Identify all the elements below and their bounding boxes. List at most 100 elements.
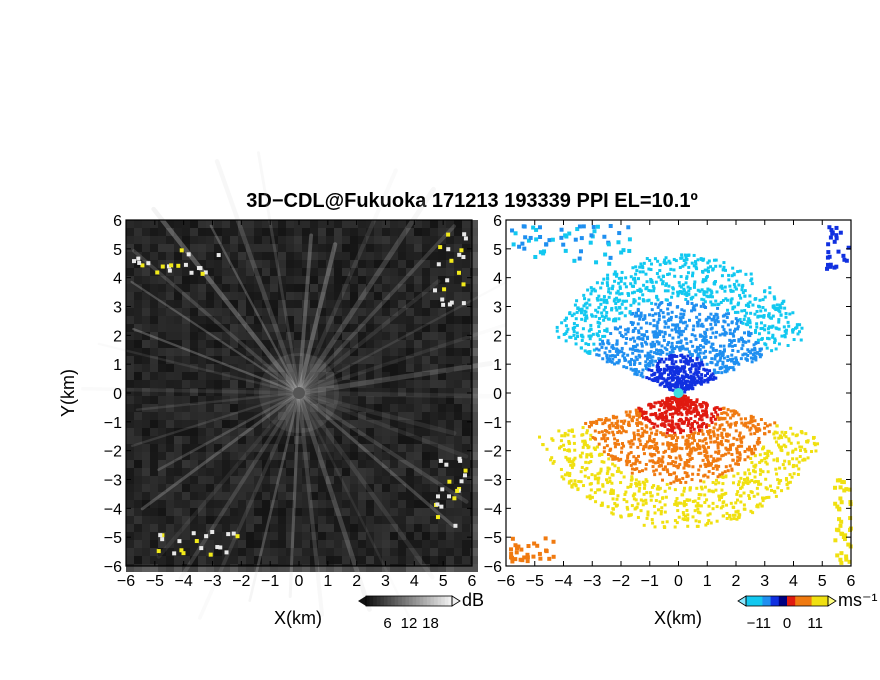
reflectivity-cell <box>342 236 350 244</box>
velocity-pixel <box>758 502 762 506</box>
velocity-pixel <box>610 421 614 425</box>
reflectivity-cell <box>230 532 238 540</box>
reflectivity-beam <box>131 391 301 448</box>
velocity-pixel <box>641 447 645 451</box>
reflectivity-cell <box>414 484 422 492</box>
reflectivity-cell <box>382 412 390 420</box>
reflectivity-cell <box>342 452 350 460</box>
reflectivity-cell <box>278 500 286 508</box>
reflectivity-cell <box>390 316 398 324</box>
reflectivity-cell <box>406 276 414 284</box>
reflectivity-cell <box>150 332 158 340</box>
velocity-pixel <box>672 443 676 447</box>
velocity-pixel <box>665 431 669 435</box>
reflectivity-cell <box>198 564 206 572</box>
reflectivity-cell <box>174 412 182 420</box>
reflectivity-cell <box>438 380 446 388</box>
velocity-pixel <box>709 295 713 299</box>
reflectivity-cell <box>142 508 150 516</box>
velocity-pixel <box>622 429 626 433</box>
reflectivity-cell <box>358 412 366 420</box>
velocity-pixel <box>629 363 633 367</box>
velocity-pixel <box>720 431 724 435</box>
reflectivity-cell <box>214 388 222 396</box>
reflectivity-cell <box>150 412 158 420</box>
velocity-pixel <box>589 286 593 290</box>
reflectivity-cell <box>286 292 294 300</box>
velocity-pixel <box>736 472 740 476</box>
velocity-pixel <box>682 259 686 263</box>
velocity-pixel <box>610 481 614 485</box>
velocity-pixel <box>663 346 667 350</box>
reflectivity-cell <box>454 228 462 236</box>
reflectivity-cell <box>342 340 350 348</box>
reflectivity-cell <box>182 300 190 308</box>
velocity-pixel <box>746 353 750 357</box>
velocity-pixel <box>621 335 625 339</box>
velocity-pixel <box>656 349 660 353</box>
velocity-pixel <box>575 299 579 303</box>
velocity-pixel <box>717 481 721 485</box>
velocity-pixel <box>694 364 698 368</box>
velocity-pixel <box>731 332 735 336</box>
velocity-pixel <box>624 430 628 434</box>
velocity-pixel <box>600 345 604 349</box>
velocity-pixel <box>639 311 643 315</box>
velocity-pixel <box>647 355 651 359</box>
velocity-pixel <box>631 351 635 355</box>
velocity-pixel <box>684 281 688 285</box>
velocity-pixel <box>687 289 691 293</box>
reflectivity-cell <box>142 372 150 380</box>
reflectivity-cell <box>222 380 230 388</box>
velocity-pixel <box>679 360 683 364</box>
velocity-pixel <box>706 460 710 464</box>
reflectivity-cell <box>326 252 334 260</box>
reflectivity-cell <box>454 548 462 556</box>
reflectivity-cell <box>302 388 310 396</box>
velocity-pixel <box>698 511 702 515</box>
reflectivity-colorbar-segment <box>373 596 378 606</box>
velocity-pixel <box>784 311 788 315</box>
velocity-pixel <box>633 467 637 471</box>
velocity-pixel <box>709 345 713 349</box>
velocity-pixel <box>681 355 685 359</box>
velocity-pixel <box>626 353 630 357</box>
reflectivity-cell <box>270 540 278 548</box>
velocity-pixel <box>772 458 776 462</box>
reflectivity-cell <box>390 428 398 436</box>
velocity-pixel <box>674 502 678 506</box>
velocity-pixel <box>697 504 701 508</box>
reflectivity-cell <box>454 372 462 380</box>
velocity-pixel <box>659 376 663 380</box>
velocity-pixel <box>777 481 781 485</box>
reflectivity-cell <box>438 220 446 228</box>
reflectivity-cell <box>318 348 326 356</box>
velocity-pixel <box>666 428 670 432</box>
velocity-pixel <box>695 320 699 324</box>
reflectivity-cell <box>230 348 238 356</box>
reflectivity-cell <box>446 252 454 260</box>
velocity-pixel <box>570 485 574 489</box>
velocity-pixel <box>765 424 769 428</box>
velocity-pixel <box>778 310 782 314</box>
velocity-pixel <box>640 349 644 353</box>
velocity-pixel <box>682 312 686 316</box>
velocity-pixel <box>649 268 653 272</box>
reflectivity-cell <box>278 548 286 556</box>
reflectivity-cell <box>318 548 326 556</box>
velocity-pixel <box>585 429 589 433</box>
reflectivity-cell <box>238 380 246 388</box>
velocity-pixel <box>663 410 667 414</box>
reflectivity-cell <box>270 508 278 516</box>
reflectivity-cell <box>310 468 318 476</box>
velocity-pixel <box>654 330 658 334</box>
velocity-pixel <box>674 499 678 503</box>
velocity-pixel <box>679 418 683 422</box>
reflectivity-cell <box>270 268 278 276</box>
velocity-pixel <box>598 471 602 475</box>
reflectivity-cell <box>246 340 254 348</box>
velocity-pixel <box>659 308 663 312</box>
reflectivity-cell <box>326 428 334 436</box>
velocity-pixel <box>573 303 577 307</box>
reflectivity-cell <box>286 444 294 452</box>
